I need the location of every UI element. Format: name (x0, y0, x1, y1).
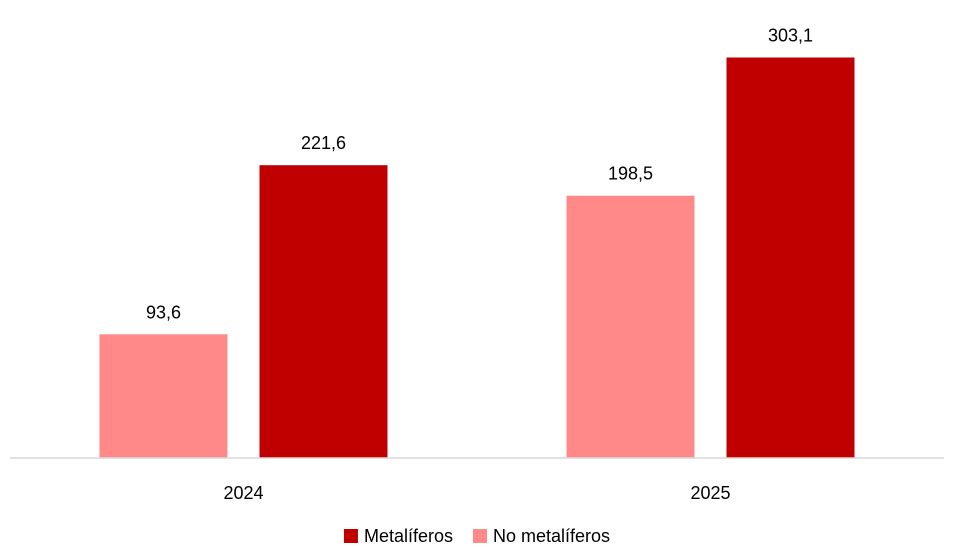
legend-swatch-metalíferos (343, 529, 358, 543)
x-tick-label: 2025 (690, 483, 730, 503)
bar-metalíferos-2025 (726, 57, 855, 458)
data-label: 221,6 (301, 133, 346, 153)
data-label: 93,6 (146, 302, 181, 322)
legend-label-no-metalíferos: No metalíferos (493, 526, 610, 546)
data-label: 303,1 (768, 26, 813, 46)
legend-label-metalíferos: Metalíferos (364, 526, 453, 546)
bars-layer: 93,6 221,6 198,5 303,1 (99, 26, 855, 458)
legend-swatch-no-metalíferos (473, 529, 487, 543)
bar-no-metalíferos-2025 (566, 195, 695, 458)
legend: Metalíferos No metalíferos (343, 526, 610, 546)
data-label: 198,5 (608, 164, 653, 184)
bar-no-metalíferos-2024 (99, 334, 228, 458)
x-tick-labels: 2024 2025 (223, 483, 730, 503)
x-tick-label: 2024 (223, 483, 263, 503)
bar-metalíferos-2024 (259, 165, 388, 458)
